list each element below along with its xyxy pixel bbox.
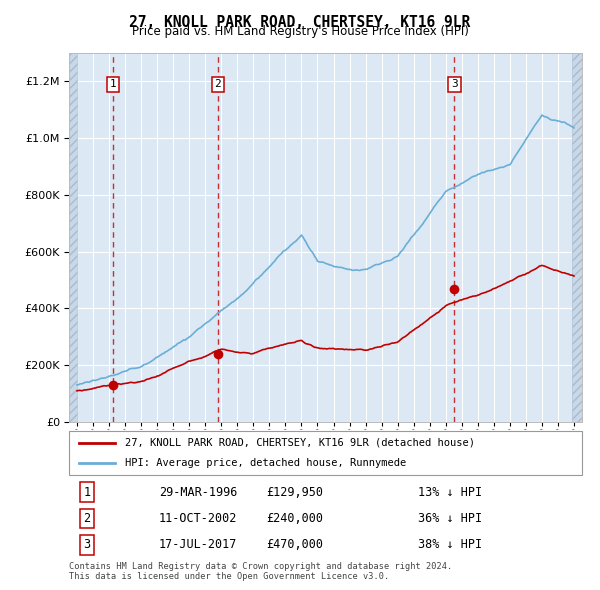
Text: 2015: 2015 bbox=[409, 440, 419, 464]
Text: 1: 1 bbox=[109, 80, 116, 90]
Text: 29-MAR-1996: 29-MAR-1996 bbox=[159, 486, 237, 499]
Bar bbox=[572, 53, 582, 422]
Text: 2014: 2014 bbox=[392, 440, 403, 464]
Text: 2018: 2018 bbox=[457, 440, 467, 464]
Text: 2005: 2005 bbox=[248, 440, 259, 464]
Text: 1996: 1996 bbox=[104, 440, 114, 464]
Text: 2021: 2021 bbox=[505, 440, 515, 464]
Text: 2017: 2017 bbox=[441, 440, 451, 464]
Text: 2004: 2004 bbox=[232, 440, 242, 464]
Text: 13% ↓ HPI: 13% ↓ HPI bbox=[418, 486, 482, 499]
Text: £470,000: £470,000 bbox=[266, 538, 323, 551]
Text: 2023: 2023 bbox=[537, 440, 547, 464]
Text: 2013: 2013 bbox=[377, 440, 386, 464]
Text: This data is licensed under the Open Government Licence v3.0.: This data is licensed under the Open Gov… bbox=[69, 572, 389, 581]
Text: 2008: 2008 bbox=[296, 440, 307, 464]
Text: 2011: 2011 bbox=[344, 440, 355, 464]
Text: 1995: 1995 bbox=[88, 440, 98, 464]
Text: 2022: 2022 bbox=[521, 440, 531, 464]
Text: 2002: 2002 bbox=[200, 440, 210, 464]
Text: 2019: 2019 bbox=[473, 440, 483, 464]
Text: 2000: 2000 bbox=[168, 440, 178, 464]
Text: 2024: 2024 bbox=[553, 440, 563, 464]
Text: 3: 3 bbox=[451, 80, 458, 90]
Text: 2016: 2016 bbox=[425, 440, 435, 464]
Text: 17-JUL-2017: 17-JUL-2017 bbox=[159, 538, 237, 551]
Text: 11-OCT-2002: 11-OCT-2002 bbox=[159, 512, 237, 525]
Text: 38% ↓ HPI: 38% ↓ HPI bbox=[418, 538, 482, 551]
Text: 1994: 1994 bbox=[72, 440, 82, 464]
Text: 36% ↓ HPI: 36% ↓ HPI bbox=[418, 512, 482, 525]
Text: 27, KNOLL PARK ROAD, CHERTSEY, KT16 9LR: 27, KNOLL PARK ROAD, CHERTSEY, KT16 9LR bbox=[130, 15, 470, 30]
Text: £240,000: £240,000 bbox=[266, 512, 323, 525]
Bar bbox=[69, 53, 77, 422]
Text: 1997: 1997 bbox=[120, 440, 130, 464]
Text: 2025: 2025 bbox=[569, 440, 579, 464]
Text: 2006: 2006 bbox=[265, 440, 274, 464]
Text: 1: 1 bbox=[83, 486, 91, 499]
Text: 2001: 2001 bbox=[184, 440, 194, 464]
Text: 2: 2 bbox=[83, 512, 91, 525]
Text: 2: 2 bbox=[214, 80, 221, 90]
Text: 3: 3 bbox=[83, 538, 91, 551]
Text: 1999: 1999 bbox=[152, 440, 162, 464]
Text: 2009: 2009 bbox=[313, 440, 322, 464]
FancyBboxPatch shape bbox=[69, 431, 582, 475]
Text: Price paid vs. HM Land Registry's House Price Index (HPI): Price paid vs. HM Land Registry's House … bbox=[131, 25, 469, 38]
Text: 27, KNOLL PARK ROAD, CHERTSEY, KT16 9LR (detached house): 27, KNOLL PARK ROAD, CHERTSEY, KT16 9LR … bbox=[125, 438, 475, 448]
Text: 2007: 2007 bbox=[280, 440, 290, 464]
Text: 2003: 2003 bbox=[216, 440, 226, 464]
Text: HPI: Average price, detached house, Runnymede: HPI: Average price, detached house, Runn… bbox=[125, 458, 407, 468]
Text: 2012: 2012 bbox=[361, 440, 371, 464]
Text: Contains HM Land Registry data © Crown copyright and database right 2024.: Contains HM Land Registry data © Crown c… bbox=[69, 562, 452, 571]
Text: 1998: 1998 bbox=[136, 440, 146, 464]
Text: 2020: 2020 bbox=[489, 440, 499, 464]
Text: £129,950: £129,950 bbox=[266, 486, 323, 499]
Text: 2010: 2010 bbox=[329, 440, 338, 464]
